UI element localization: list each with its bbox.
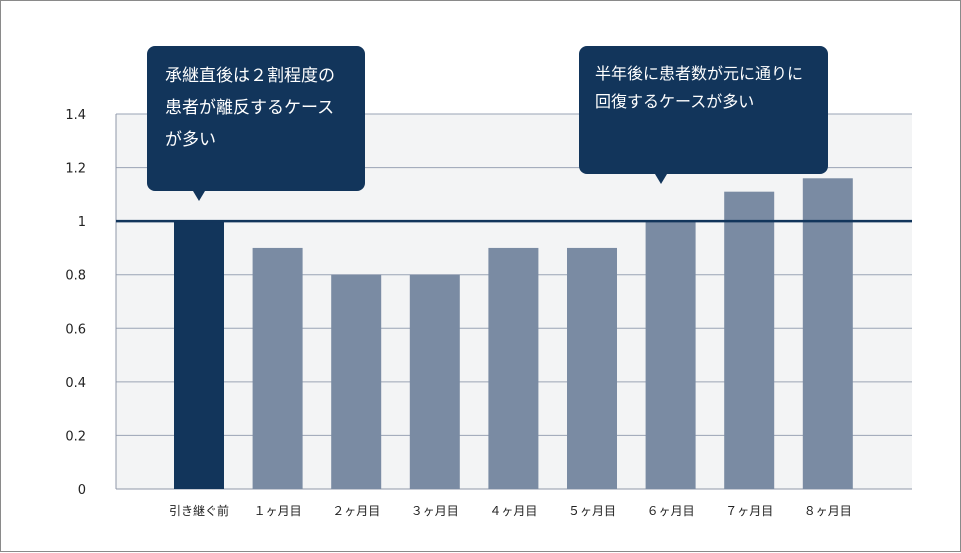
annotation-callout-left: 承継直後は２割程度の患者が離反するケースが多い	[147, 46, 365, 201]
bar	[488, 247, 539, 489]
bar	[645, 221, 696, 489]
annotation-text: 半年後に患者数が元に通りに回復するケースが多い	[595, 64, 804, 111]
y-tick-label: 1.2	[65, 162, 86, 177]
x-tick-label: ８ヶ月目	[804, 504, 852, 518]
x-tick-label: ７ヶ月目	[725, 504, 773, 518]
annotation-text: 承継直後は２割程度の患者が離反するケースが多い	[165, 66, 335, 150]
y-tick-label: 0.6	[65, 322, 86, 337]
x-axis-labels: 引き継ぐ前 １ヶ月目 ２ヶ月目 ３ヶ月目 ４ヶ月目 ５ヶ月目 ６ヶ月目 ７ヶ月目 ８ヶ月目	[169, 503, 852, 518]
bar	[724, 191, 775, 489]
x-tick-label: ３ヶ月目	[411, 504, 459, 518]
y-tick-label: 0	[78, 483, 86, 498]
y-tick-label: 0.8	[65, 269, 86, 284]
bar	[174, 221, 224, 489]
y-tick-label: 1.4	[65, 108, 86, 123]
bar	[331, 274, 382, 489]
y-tick-label: 0.2	[65, 429, 86, 444]
annotation-callout-right: 半年後に患者数が元に通りに回復するケースが多い	[579, 46, 828, 184]
x-tick-label: 引き継ぐ前	[169, 503, 229, 518]
x-tick-label: ２ヶ月目	[332, 504, 380, 518]
bars	[174, 178, 853, 490]
bar	[802, 178, 853, 490]
x-tick-label: ５ヶ月目	[568, 504, 616, 518]
bar	[252, 247, 303, 489]
bar	[567, 247, 617, 489]
y-tick-label: 0.4	[65, 376, 86, 391]
y-axis-ticks: 0 0.2 0.4 0.6 0.8 1 1.2 1.4	[65, 108, 86, 498]
x-tick-label: １ヶ月目	[254, 504, 302, 518]
bar	[409, 274, 460, 489]
x-tick-label: ６ヶ月目	[647, 504, 695, 518]
y-tick-label: 1	[78, 215, 86, 230]
x-tick-label: ４ヶ月目	[489, 504, 537, 518]
